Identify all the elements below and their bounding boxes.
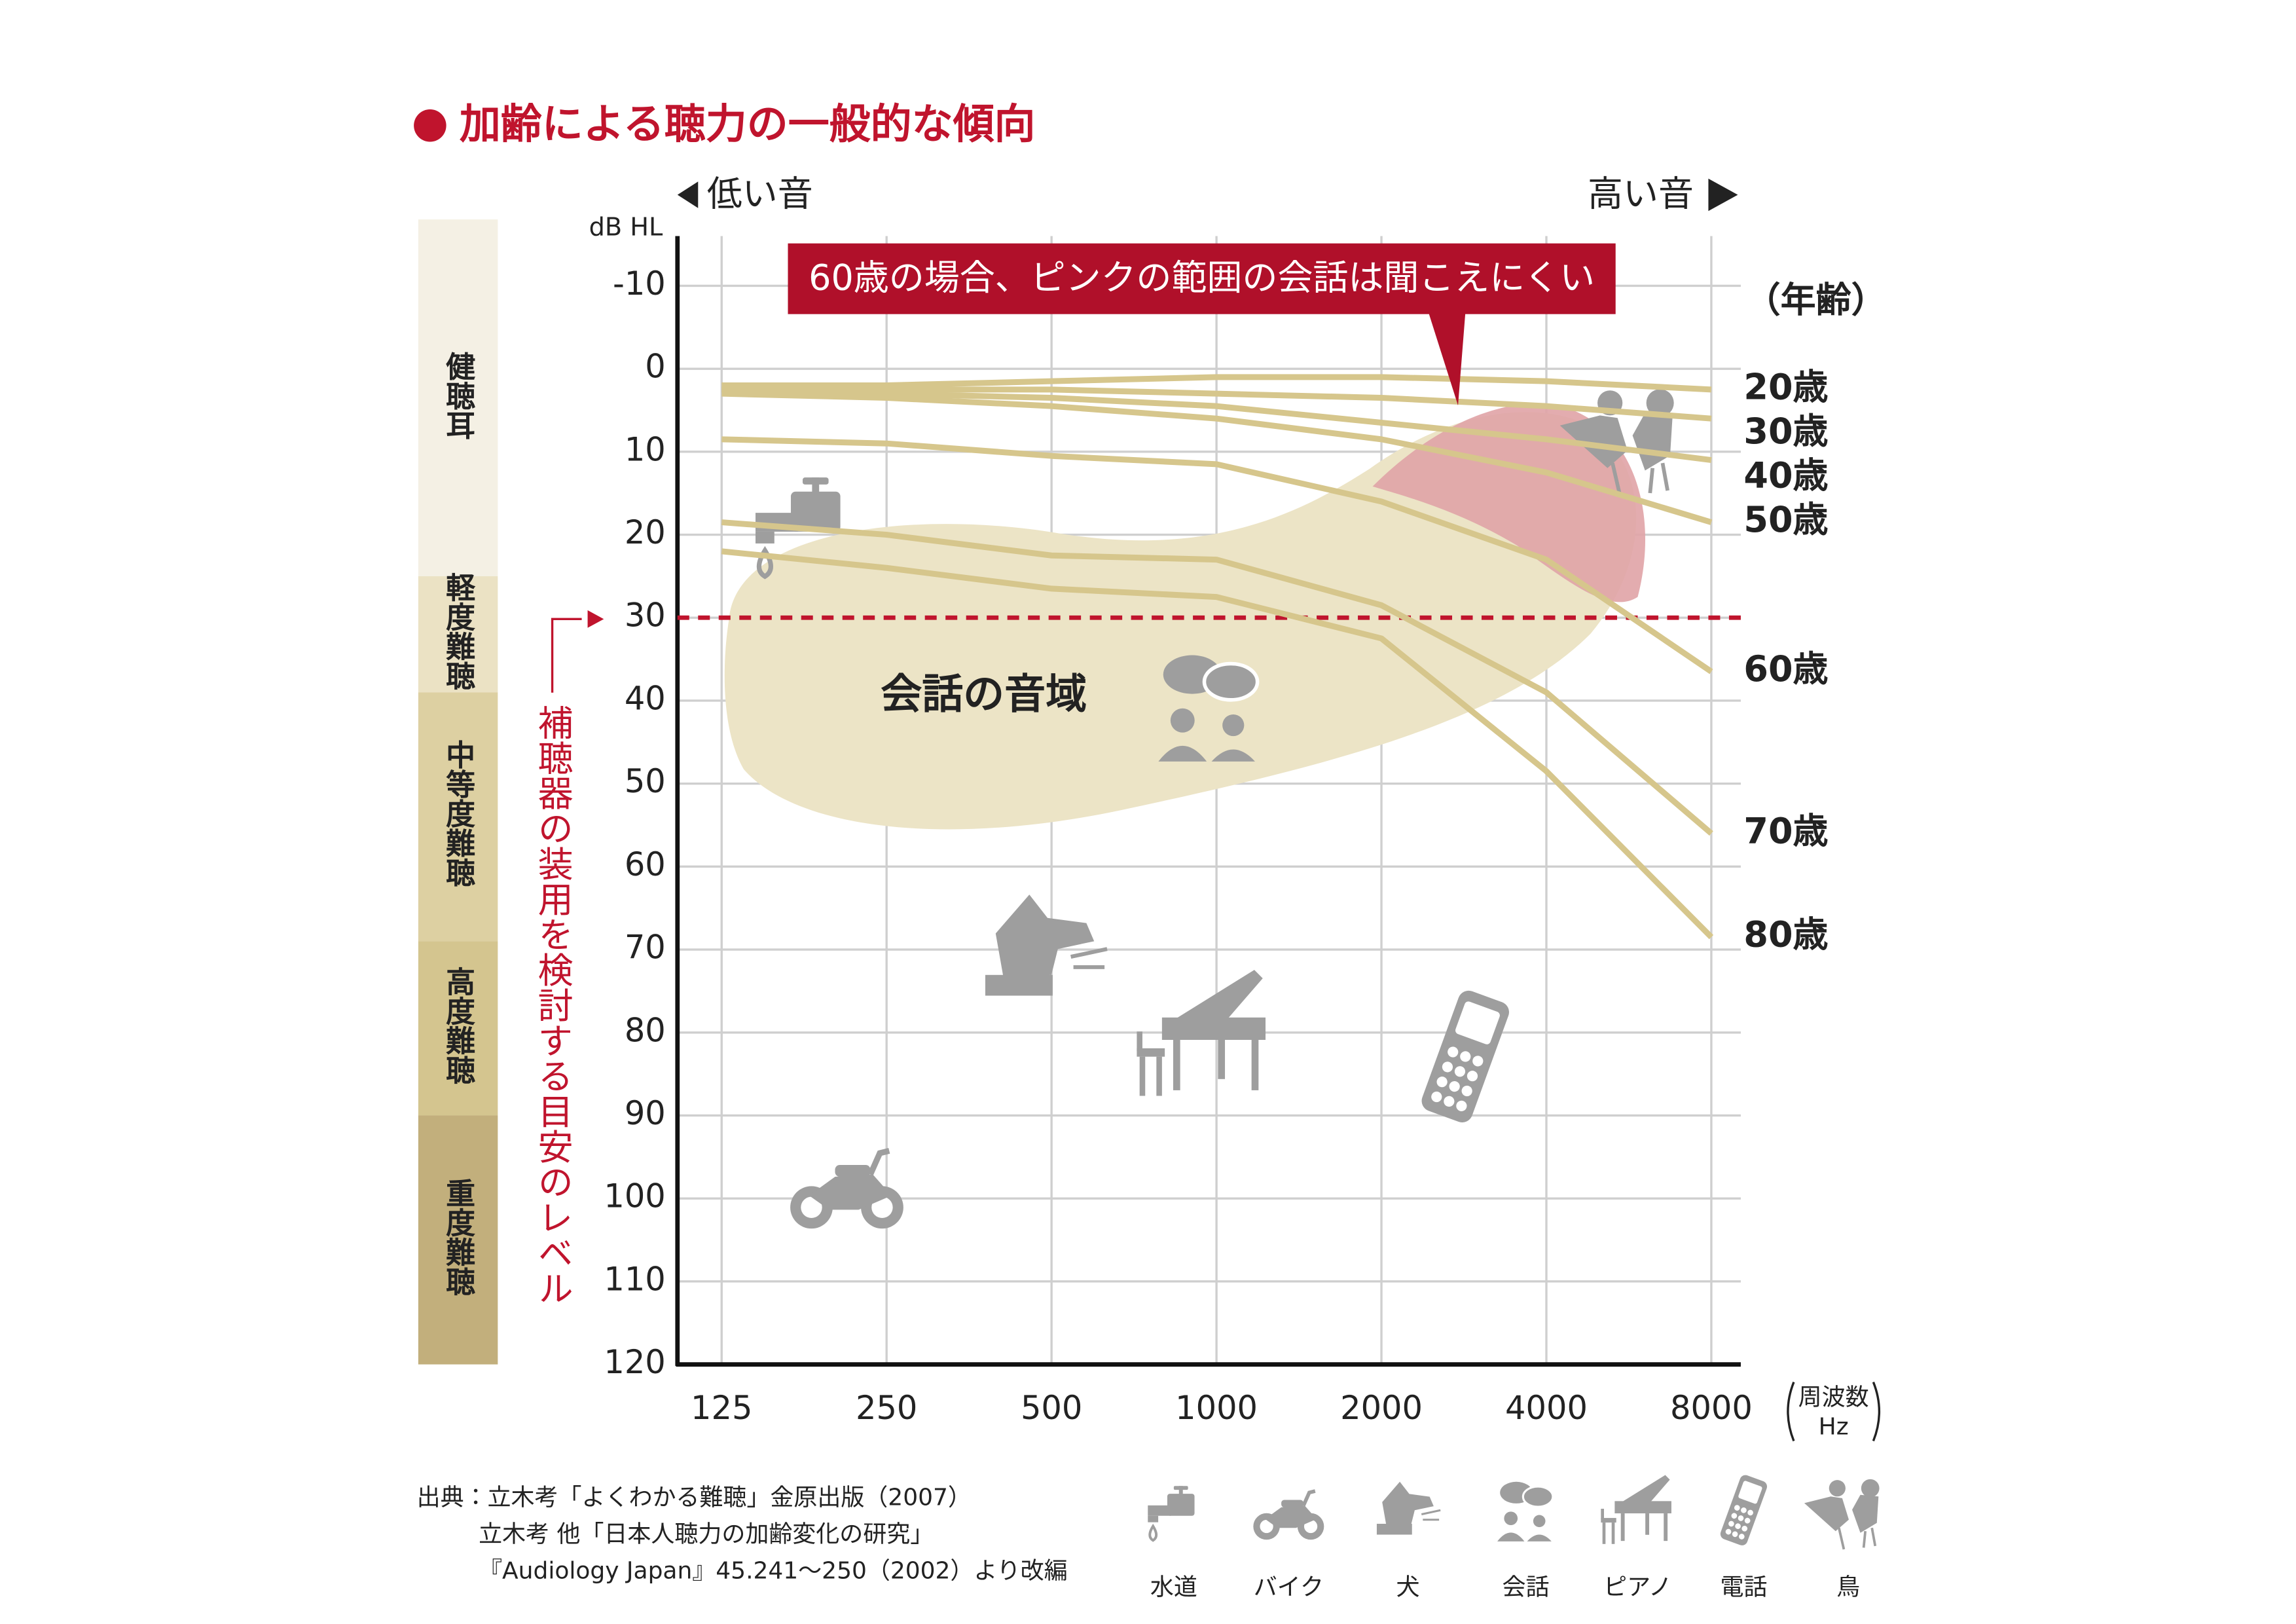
hearing-band [418, 941, 498, 1116]
y-tick-label: 30 [625, 597, 666, 635]
hearing-band-label: 重度難聴 [441, 1178, 475, 1296]
series-label: 70歳 [1743, 810, 1828, 851]
source-line: 出典：立木考「よくわかる難聴」金原出版（2007） [417, 1484, 972, 1511]
legend-icon [1601, 1475, 1671, 1544]
x-tick-label: 8000 [1670, 1389, 1753, 1427]
reference-leader [551, 618, 582, 693]
y-tick-label: 100 [604, 1177, 665, 1215]
chart-title: 加齢による聴力の一般的な傾向 [460, 100, 1036, 148]
y-tick-label: -10 [613, 265, 666, 303]
hearing-band-label: 中等度難聴 [441, 739, 475, 887]
bracket-left [1787, 1381, 1795, 1442]
series-label: 60歳 [1743, 648, 1828, 690]
legend-icon [1496, 1481, 1554, 1543]
y-tick-label: 40 [625, 679, 666, 717]
arrow-left [677, 181, 699, 208]
reference-arrow [587, 610, 604, 628]
high-label: 高い音 [1588, 173, 1694, 214]
series-line [721, 519, 1713, 836]
title-bullet [414, 109, 446, 142]
icon-legend-label: 会話 [1503, 1574, 1550, 1600]
y-tick-label: 80 [625, 1011, 666, 1049]
hearing-band [418, 692, 498, 942]
icon-phone [1418, 987, 1512, 1126]
reference-label: 補聴器の装用を検討する目安のレベル [532, 705, 573, 1306]
x-tick-label: 1000 [1175, 1389, 1258, 1427]
icon-legend-label: バイク [1254, 1574, 1324, 1600]
y-tick-label: 10 [625, 430, 666, 468]
icon-dog [985, 895, 1107, 995]
x-tick-label: 500 [1021, 1389, 1082, 1427]
x-tick-label: 250 [856, 1389, 917, 1427]
icon-legend-label: 電話 [1720, 1574, 1767, 1600]
y-tick-label: 90 [625, 1094, 666, 1132]
x-tick-label: 2000 [1340, 1389, 1423, 1427]
hearing-band-label: 健聴耳 [441, 351, 475, 439]
y-tick-label: 20 [625, 513, 666, 551]
x-axis-label: 周波数 [1798, 1384, 1869, 1411]
legend-icon [1804, 1479, 1880, 1549]
arrow-right [1708, 178, 1738, 212]
x-tick-label: 125 [691, 1389, 752, 1427]
hearing-band [418, 219, 498, 576]
legend-title: （年齢） [1745, 279, 1887, 320]
series-line [721, 386, 1712, 463]
y-tick-label: 120 [604, 1343, 665, 1381]
x-axis-unit: Hz [1819, 1413, 1849, 1440]
legend-icon [1719, 1473, 1769, 1547]
source-line: 立木考 他「日本人聴力の加齢変化の研究」 [479, 1521, 934, 1548]
series-line [721, 390, 1713, 525]
callout-pointer [1429, 312, 1466, 406]
legend-icon [1253, 1491, 1324, 1540]
legend-icon [1376, 1481, 1442, 1536]
y-axis-label: dB HL [589, 213, 663, 242]
bracket-right [1872, 1381, 1881, 1442]
y-tick-label: 60 [625, 845, 666, 883]
hearing-band-label: 軽度難聴 [441, 572, 475, 690]
y-tick-label: 0 [645, 348, 665, 386]
speech-area [724, 412, 1637, 830]
legend-icon [1148, 1486, 1194, 1540]
speech-area-label: 会話の音域 [881, 671, 1087, 718]
series-line [721, 386, 1712, 422]
hearing-band [418, 576, 498, 693]
callout-box [788, 243, 1616, 314]
icon-legend-label: ピアノ [1603, 1574, 1672, 1600]
source-line: 『Audiology Japan』45.241〜250（2002）より改編 [479, 1558, 1068, 1585]
series-label: 20歳 [1743, 366, 1828, 407]
callout-text: 60歳の場合、ピンクの範囲の会話は聞こえにくい [809, 257, 1595, 299]
icon-legend: 水道 バイク 犬 会話 ピアノ 電話 鳥 [1148, 1473, 1879, 1600]
series-line [721, 548, 1714, 940]
hearing-band [418, 1115, 498, 1365]
x-tick-label: 4000 [1505, 1389, 1588, 1427]
icon-legend-label: 犬 [1396, 1574, 1420, 1600]
series-label: 50歳 [1743, 499, 1828, 540]
series-line [721, 374, 1712, 393]
icon-legend-label: 鳥 [1836, 1574, 1860, 1600]
y-tick-label: 70 [625, 929, 666, 967]
y-tick-label: 50 [625, 762, 666, 800]
hearing-band-label: 高度難聴 [441, 967, 475, 1084]
y-tick-label: 110 [604, 1260, 665, 1298]
series-label: 30歳 [1743, 411, 1828, 452]
series-label: 40歳 [1743, 454, 1828, 496]
series-label: 80歳 [1743, 914, 1828, 955]
icon-legend-label: 水道 [1150, 1574, 1197, 1600]
series-line [721, 436, 1713, 674]
low-label: 低い音 [707, 173, 813, 214]
